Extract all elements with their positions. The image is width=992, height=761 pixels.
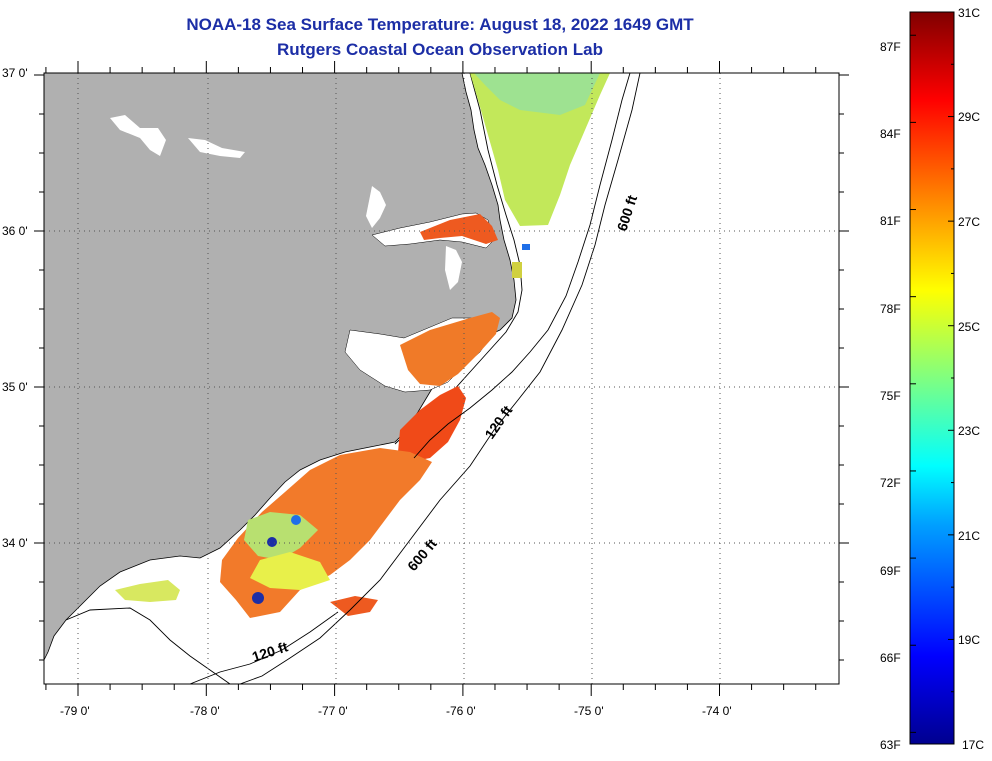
- lat-label-35: 35 0': [2, 380, 28, 394]
- sst-cold-spot-2: [291, 515, 301, 525]
- graticule: [44, 73, 839, 684]
- lon-label-76: -76 0': [446, 704, 476, 718]
- map-subtitle: Rutgers Coastal Ocean Observation Lab: [277, 40, 603, 59]
- map-frame: [43, 72, 840, 685]
- lon-label-78: -78 0': [190, 704, 220, 718]
- isobath-600ft: [239, 73, 641, 684]
- river-3: [366, 186, 386, 228]
- colorbar-c-21: 21C: [958, 529, 981, 543]
- lat-label-34: 34 0': [2, 536, 28, 550]
- colorbar-f-78: 78F: [880, 302, 901, 316]
- colorbar-f-66: 66F: [880, 651, 901, 665]
- sst-cold-spot-3: [267, 537, 277, 547]
- colorbar-c-19: 19C: [958, 633, 981, 647]
- colorbar-f-63: 63F: [880, 738, 901, 752]
- sst-patch-onslow-1: [398, 386, 466, 462]
- lon-label-79: -79 0': [60, 704, 90, 718]
- colorbar-f-72: 72F: [880, 476, 901, 490]
- colorbar-c-27: 27C: [958, 215, 981, 229]
- map-title: NOAA-18 Sea Surface Temperature: August …: [186, 15, 694, 34]
- lon-label-77: -77 0': [318, 704, 348, 718]
- colorbar-f-69: 69F: [880, 564, 901, 578]
- lon-label-75: -75 0': [574, 704, 604, 718]
- sst-map: 600 ft 120 ft 600 ft 120 ft: [34, 61, 849, 696]
- river-2: [188, 138, 245, 158]
- sst-cold-spot-1: [252, 592, 264, 604]
- lat-label-36: 36 0': [2, 224, 28, 238]
- colorbar-c-25: 25C: [958, 320, 981, 334]
- axis-ticks: [34, 61, 849, 696]
- sst-patch-north-green: [474, 73, 600, 115]
- river-1: [110, 115, 166, 156]
- lat-label-37: 37 0': [2, 66, 28, 80]
- sst-patch-mixed: [244, 512, 318, 560]
- colorbar-gradient: [909, 11, 955, 745]
- colorbar-ticks: [910, 11, 954, 745]
- lon-label-74: -74 0': [702, 704, 732, 718]
- sst-blue-spot: [522, 244, 530, 250]
- colorbar-c-29: 29C: [958, 110, 981, 124]
- colorbar-c-17: 17C: [962, 738, 985, 752]
- sst-patch-pamlico: [400, 312, 500, 386]
- sst-patch-west: [115, 580, 180, 602]
- colorbar-f-84: 84F: [880, 127, 901, 141]
- colorbar-c-23: 23C: [958, 424, 981, 438]
- isobath-120ft: [413, 73, 631, 459]
- colorbar-f-81: 81F: [880, 214, 901, 228]
- colorbar-f-87: 87F: [880, 40, 901, 54]
- colorbar-c-31: 31C: [958, 6, 981, 20]
- sst-patch-mixed-2: [250, 552, 330, 590]
- colorbar-f-75: 75F: [880, 389, 901, 403]
- sst-patch-albemarle: [420, 214, 498, 244]
- river-4: [445, 246, 462, 290]
- shelf-edge-south: [65, 607, 231, 684]
- sst-patch-north: [470, 73, 610, 226]
- sst-patch-small: [512, 262, 522, 278]
